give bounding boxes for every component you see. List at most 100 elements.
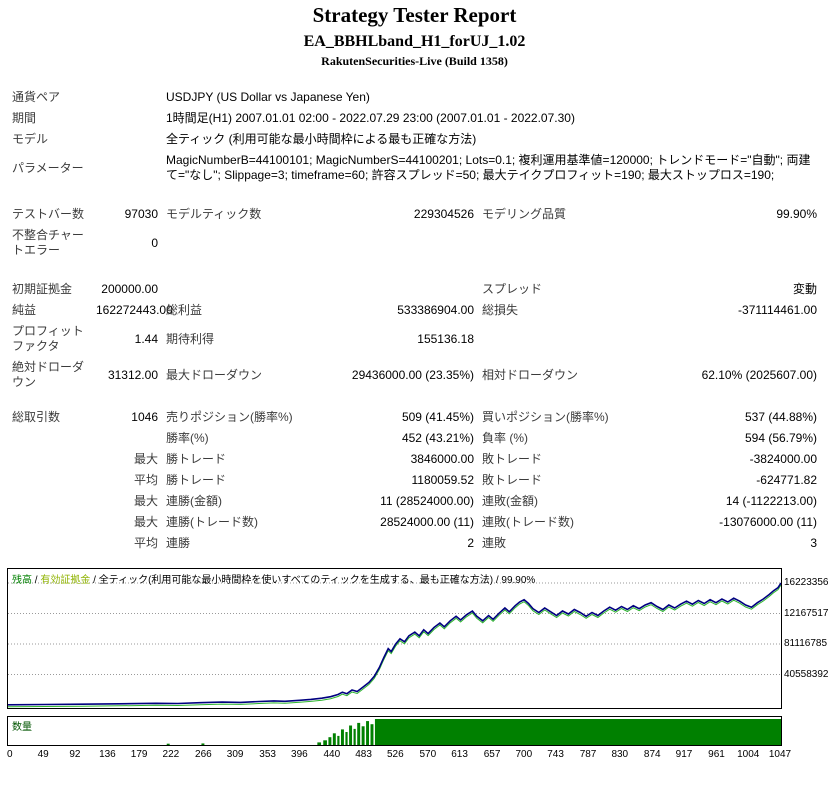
- report-value: 594 (56.79%): [744, 431, 818, 445]
- report-label: [92, 150, 162, 186]
- lots-bar: [349, 725, 353, 745]
- report-table-body: 通貨ペア USDJPY (US Dollar vs Japanese Yen) 期間…: [8, 87, 821, 554]
- report-row: 勝率(%) 452 (43.21%) 負率 (%) 594 (56.79%): [8, 428, 821, 449]
- report-value: -371114461.00: [738, 303, 818, 317]
- report-value: 2: [467, 536, 474, 550]
- report-row: 通貨ペア USDJPY (US Dollar vs Japanese Yen): [8, 87, 821, 108]
- report-row: 最大 連勝(金額) 11 (28524000.00) 連敗(金額) 14 (-11222…: [8, 491, 821, 512]
- x-axis-label: 266: [195, 749, 212, 760]
- report-value: 3846000.00: [410, 452, 474, 466]
- strategy-tester-report: Strategy Tester Report EA_BBHLband_H1_fo…: [0, 0, 829, 763]
- report-value: 229304526: [413, 207, 474, 221]
- report-label: モデルティック数: [166, 207, 262, 221]
- lots-bar: [337, 735, 340, 745]
- report-value: 533386904.00: [397, 303, 474, 317]
- report-value: 1046: [131, 410, 158, 424]
- report-value: 11 (28524000.00): [380, 494, 474, 508]
- report-label: 勝トレード: [166, 452, 227, 466]
- lots-bar: [353, 728, 356, 745]
- report-label: 不整合チャートエラー: [12, 228, 84, 257]
- report-value: 452 (43.21%): [401, 431, 474, 445]
- report-label: [92, 87, 162, 108]
- report-label: MagicNumberB=44100101; MagicNumberS=4410…: [166, 153, 811, 182]
- report-value: 変動: [793, 282, 818, 296]
- x-axis-label: 49: [37, 749, 49, 760]
- report-label: 勝トレード: [166, 473, 227, 487]
- legend-segment: / 99.90%: [493, 575, 536, 586]
- x-axis-label: 700: [515, 749, 533, 760]
- x-axis-label: 179: [130, 749, 148, 760]
- lots-bar: [317, 742, 322, 745]
- report-value: 0: [151, 235, 158, 250]
- report-value: 3: [810, 536, 818, 550]
- report-label: 最大ドローダウン: [166, 367, 263, 382]
- report-row: 総取引数 1046 売りポジション(勝率%) 509 (41.45%) 買いポジション(…: [8, 407, 821, 428]
- report-label: [92, 428, 162, 449]
- report-label: 売りポジション(勝率%): [166, 410, 293, 424]
- report-label: [92, 108, 162, 129]
- report-label: 最大: [133, 494, 158, 508]
- page-title: Strategy Tester Report: [312, 3, 517, 27]
- report-row: 最大 連勝(トレード数) 28524000.00 (11) 連敗(トレード数) -130…: [8, 512, 821, 533]
- charts-section: 残高 / 有効証拠金 / 全ティック(利用可能な最小時間枠を使いすべてのティック…: [0, 568, 829, 763]
- server-build: RakutenSecurities-Live (Build 1358): [321, 54, 508, 68]
- report-label: [8, 491, 92, 512]
- report-label: [8, 512, 92, 533]
- report-label: [313, 279, 478, 300]
- report-row: 不整合チャートエラー 0: [8, 225, 821, 261]
- report-header: Strategy Tester Report EA_BBHLband_H1_fo…: [0, 0, 829, 69]
- x-axis-label: 1047: [768, 749, 792, 760]
- lots-bar: [361, 726, 365, 745]
- x-axis-label: 0: [7, 749, 13, 760]
- report-label: 最大: [133, 452, 158, 466]
- x-axis-label: 526: [387, 749, 404, 760]
- x-axis-label: 222: [162, 749, 180, 760]
- report-label: [162, 279, 313, 300]
- report-label: 初期証拠金: [12, 282, 73, 296]
- spacer-row: [8, 393, 821, 407]
- y-axis-label: 40558392: [784, 668, 829, 680]
- lots-bars-svg: [166, 719, 781, 745]
- report-label: 1時間足(H1) 2007.01.01 02:00 - 2022.07.29 2…: [166, 111, 575, 125]
- spacer-row: [8, 261, 821, 279]
- report-value: 14 (-1122213.00): [725, 494, 818, 508]
- equity-line: [8, 584, 781, 708]
- report-label: モデル: [12, 132, 49, 146]
- report-label: [638, 321, 821, 357]
- x-axis-label: 961: [708, 749, 725, 760]
- report-label: [8, 533, 92, 554]
- legend-segment: 有効証拠金: [40, 575, 91, 586]
- report-label: 勝率(%): [166, 431, 209, 445]
- lots-bar: [201, 743, 205, 745]
- x-axis-label: 570: [419, 749, 437, 760]
- y-axis-label: 16223356: [784, 577, 829, 588]
- x-axis-label: 353: [259, 749, 276, 760]
- lots-bar: [332, 733, 336, 745]
- report-value: 162272443.00: [96, 303, 173, 317]
- report-label: モデリング品質: [482, 207, 567, 221]
- balance-line: [8, 582, 781, 706]
- x-axis-label: 440: [323, 749, 341, 760]
- report-label: 敗トレード: [482, 452, 543, 466]
- report-value: 31312.00: [107, 367, 158, 382]
- report-label: 絶対ドローダウン: [12, 360, 85, 389]
- lots-bar: [366, 721, 370, 745]
- report-label: 全ティック (利用可能な最小時間枠による最も正確な方法): [166, 132, 477, 146]
- report-label: 最大: [133, 515, 158, 529]
- report-label: 連勝(金額): [166, 494, 222, 508]
- ea-name: EA_BBHLband_H1_forUJ_1.02: [303, 33, 526, 50]
- report-label: 総損失: [482, 303, 519, 317]
- report-label: 期待利得: [166, 331, 215, 346]
- report-label: 総取引数: [12, 410, 61, 424]
- report-value: 1180059.52: [411, 473, 474, 487]
- report-label: [478, 321, 638, 357]
- report-label: 負率 (%): [482, 431, 528, 445]
- report-row: 期間 1時間足(H1) 2007.01.01 02:00 - 2022.07.29…: [8, 108, 821, 129]
- report-label: [8, 449, 92, 470]
- x-axis-label: 613: [451, 749, 468, 760]
- x-axis-labels: 0 49 92 136 179 222 266 309 353 396 440 483 526 570 61…: [0, 749, 829, 763]
- report-label: プロフィットファクタ: [12, 324, 84, 353]
- lots-label: 数量: [12, 722, 32, 733]
- report-label: 期間: [12, 111, 37, 125]
- legend-segment: 残高: [12, 575, 32, 586]
